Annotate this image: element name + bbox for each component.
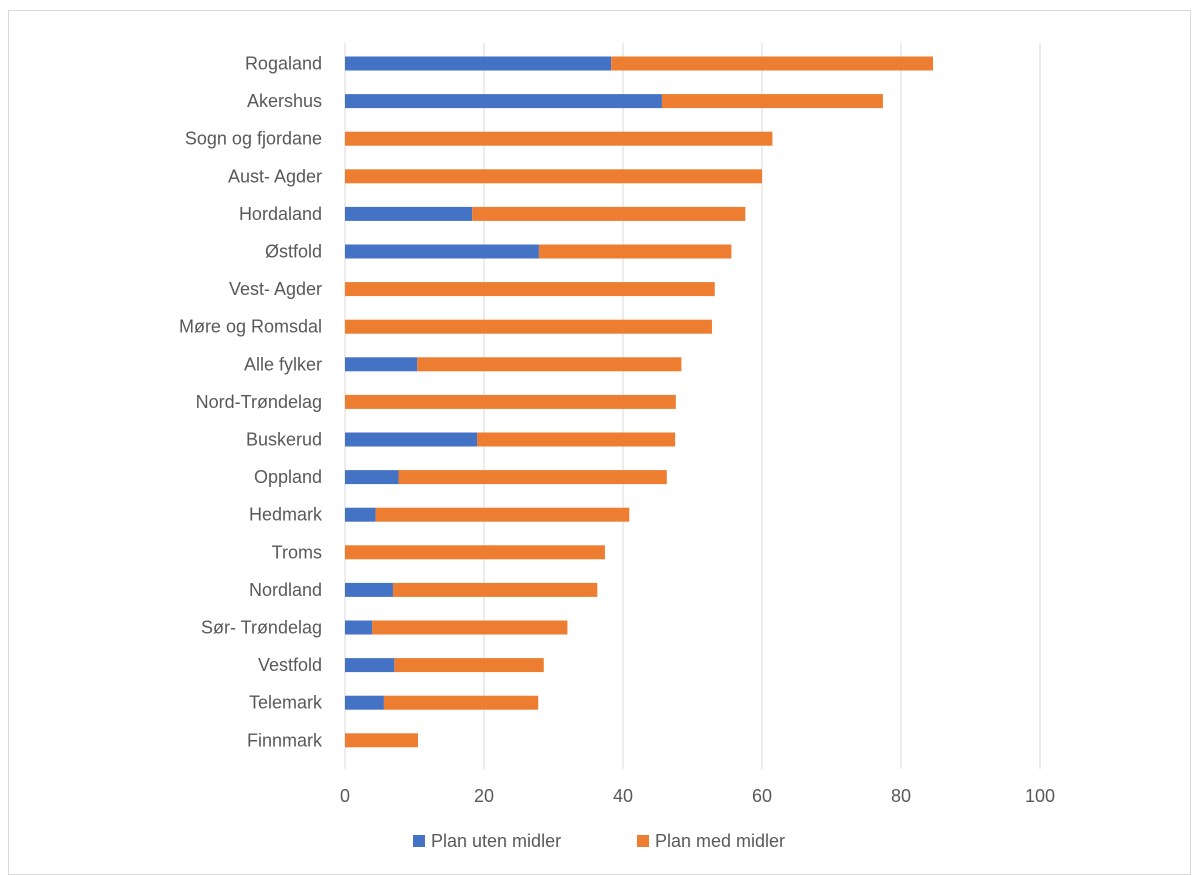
category-label: Oppland: [254, 467, 322, 487]
chart-area: Rogaland Akershus Sogn og fjordane Aust- Ag…: [8, 10, 1191, 875]
legend-label: Plan uten midler: [431, 831, 561, 851]
bar-segment-plan-med-midler: [345, 131, 773, 146]
bar-segment-plan-uten-midler: [345, 582, 393, 597]
bar-segment-plan-med-midler: [345, 319, 712, 334]
category-label: Finnmark: [247, 730, 323, 750]
legend: Plan uten midler Plan med midler: [413, 831, 785, 851]
bar-segment-plan-med-midler: [345, 545, 605, 560]
x-tick-label: 60: [752, 786, 772, 806]
category-label: Aust- Agder: [228, 166, 322, 186]
bar-segment-plan-med-midler: [417, 357, 682, 372]
legend-swatch: [637, 835, 649, 847]
category-label: Buskerud: [246, 430, 322, 450]
bar-segment-plan-uten-midler: [345, 658, 395, 673]
bar-segment-plan-uten-midler: [345, 432, 478, 447]
category-labels: Rogaland Akershus Sogn og fjordane Aust- Ag…: [179, 54, 323, 751]
bar-segment-plan-med-midler: [375, 507, 630, 522]
bar-segment-plan-med-midler: [394, 658, 544, 673]
bar-segment-plan-med-midler: [383, 695, 539, 710]
bar-segment-plan-uten-midler: [345, 94, 662, 109]
category-label: Sør- Trøndelag: [201, 618, 322, 638]
legend-label: Plan med midler: [655, 831, 785, 851]
x-tick-labels: 0 20 40 60 80 100: [340, 786, 1055, 806]
category-label: Møre og Romsdal: [179, 317, 322, 337]
category-label: Akershus: [247, 91, 322, 111]
category-label: Vestfold: [258, 655, 322, 675]
bar-segment-plan-uten-midler: [345, 620, 373, 635]
bar-segment-plan-uten-midler: [345, 244, 539, 259]
bar-segment-plan-med-midler: [392, 582, 598, 597]
bar-segment-plan-med-midler: [538, 244, 732, 259]
bar-segment-plan-med-midler: [345, 169, 762, 184]
bar-segment-plan-med-midler: [611, 56, 933, 71]
category-label: Østfold: [265, 242, 322, 262]
bar-segment-plan-uten-midler: [345, 56, 612, 71]
x-tick-label: 0: [340, 786, 350, 806]
bar-segment-plan-uten-midler: [345, 357, 418, 372]
category-label: Alle fylker: [244, 354, 322, 374]
category-label: Rogaland: [245, 54, 322, 74]
bar-segment-plan-med-midler: [472, 206, 746, 221]
bar-segment-plan-med-midler: [345, 733, 418, 748]
category-label: Sogn og fjordane: [185, 129, 322, 149]
bar-segment-plan-med-midler: [345, 394, 676, 409]
bar-segment-plan-med-midler: [372, 620, 568, 635]
category-label: Troms: [272, 542, 322, 562]
bars: [345, 56, 933, 748]
category-label: Hordaland: [239, 204, 322, 224]
category-label: Hedmark: [249, 505, 323, 525]
x-tick-label: 40: [613, 786, 633, 806]
bar-segment-plan-med-midler: [345, 282, 715, 297]
bar-segment-plan-uten-midler: [345, 507, 376, 522]
bar-segment-plan-uten-midler: [345, 470, 399, 485]
category-label: Telemark: [249, 693, 323, 713]
bar-segment-plan-med-midler: [661, 94, 883, 109]
bar-segment-plan-med-midler: [398, 470, 667, 485]
bar-segment-plan-uten-midler: [345, 206, 473, 221]
category-label: Nordland: [249, 580, 322, 600]
category-label: Vest- Agder: [229, 279, 322, 299]
x-tick-label: 100: [1025, 786, 1055, 806]
x-tick-label: 80: [891, 786, 911, 806]
legend-swatch: [413, 835, 425, 847]
bar-segment-plan-uten-midler: [345, 695, 384, 710]
category-label: Nord-Trøndelag: [196, 392, 322, 412]
x-tick-label: 20: [474, 786, 494, 806]
bar-segment-plan-med-midler: [477, 432, 676, 447]
chart-svg: Rogaland Akershus Sogn og fjordane Aust- Ag…: [179, 43, 1055, 851]
